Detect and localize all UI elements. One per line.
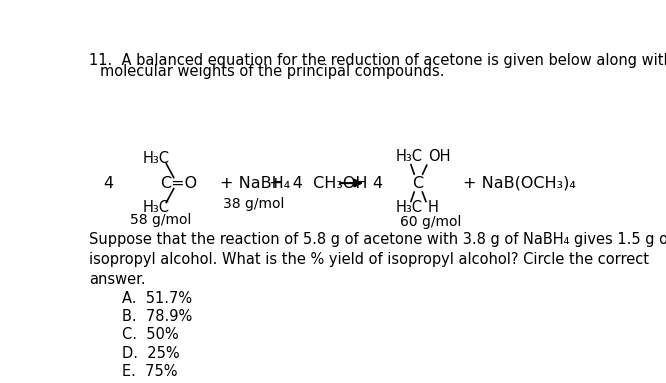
Text: isopropyl alcohol. What is the % yield of isopropyl alcohol? Circle the correct: isopropyl alcohol. What is the % yield o…: [89, 252, 649, 267]
Text: D.  25%: D. 25%: [122, 345, 180, 360]
Text: answer.: answer.: [89, 272, 146, 287]
Text: + NaBH₄: + NaBH₄: [220, 175, 290, 191]
Text: H: H: [428, 200, 438, 215]
Text: H₃C: H₃C: [143, 200, 170, 215]
Text: molecular weights of the principal compounds.: molecular weights of the principal compo…: [100, 64, 444, 79]
Text: H₃C: H₃C: [396, 200, 423, 215]
Text: 60 g/mol: 60 g/mol: [400, 215, 461, 229]
Text: H₃C: H₃C: [143, 151, 170, 165]
Text: + NaB(OCH₃)₄: + NaB(OCH₃)₄: [463, 175, 575, 191]
Text: 4: 4: [103, 175, 113, 191]
Text: +  4  CH₃OH: + 4 CH₃OH: [269, 175, 368, 191]
Text: A.  51.7%: A. 51.7%: [122, 291, 192, 306]
Text: Suppose that the reaction of 5.8 g of acetone with 3.8 g of NaBH₄ gives 1.5 g of: Suppose that the reaction of 5.8 g of ac…: [89, 232, 666, 247]
Text: E.  75%: E. 75%: [122, 364, 177, 379]
Text: H₃C: H₃C: [396, 149, 423, 164]
Text: B.  78.9%: B. 78.9%: [122, 309, 192, 324]
Text: C: C: [412, 175, 424, 191]
Text: 38 g/mol: 38 g/mol: [222, 197, 284, 211]
Text: C=O: C=O: [160, 175, 196, 191]
Text: 11.  A balanced equation for the reduction of acetone is given below along with : 11. A balanced equation for the reductio…: [89, 53, 666, 68]
Text: 4: 4: [372, 175, 382, 191]
Text: 58 g/mol: 58 g/mol: [130, 213, 191, 227]
Text: OH: OH: [428, 149, 450, 164]
Text: C.  50%: C. 50%: [122, 327, 178, 342]
